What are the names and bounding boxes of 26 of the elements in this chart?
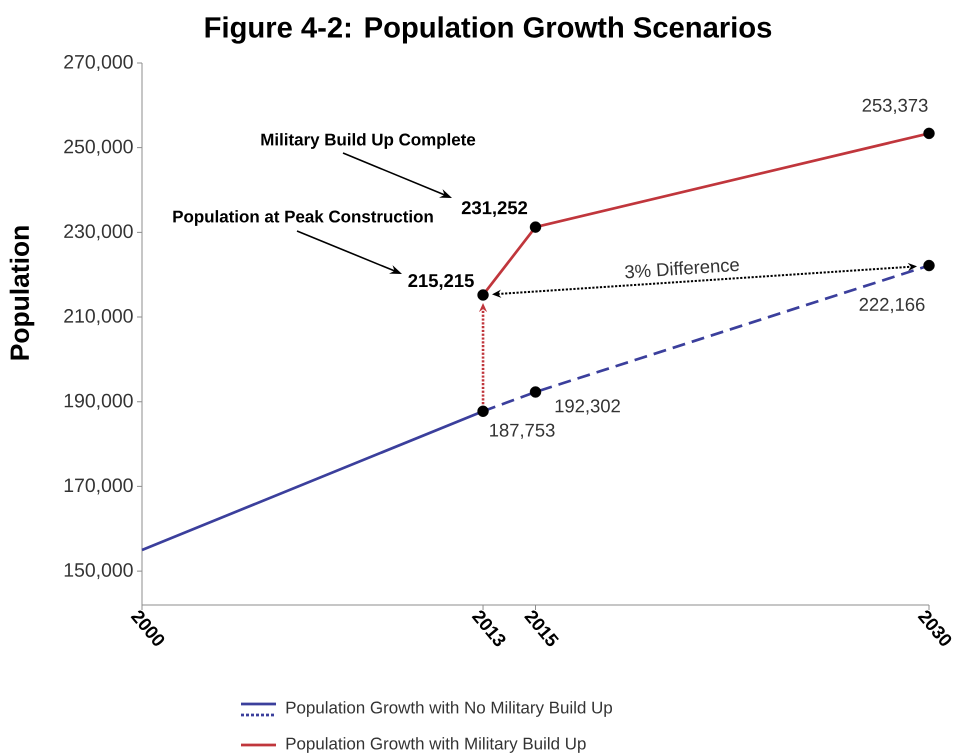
chart-title: Figure 4-2: Population Growth Scenarios — [206, 16, 772, 44]
data-label: 231,252 — [462, 201, 528, 217]
data-label: 222,166 — [860, 298, 924, 314]
data-label: 253,373 — [862, 98, 928, 114]
annotation: 3% Difference — [625, 261, 739, 278]
data-label: 187,753 — [490, 424, 555, 439]
annotation: Military Build Up Complete — [261, 133, 476, 149]
y-axis-title: Population — [10, 226, 34, 360]
y-tick-label: 270,000 — [64, 54, 133, 72]
point — [923, 260, 935, 272]
y-tick-label: 250,000 — [64, 140, 133, 156]
point — [477, 406, 489, 417]
y-tick-label: 190,000 — [64, 394, 133, 410]
point — [530, 386, 542, 398]
legend-label: Population Growth with No Military Build Up — [286, 701, 612, 717]
data-label: 215,215 — [408, 274, 474, 290]
y-tick-label: 150,000 — [64, 563, 133, 580]
annotation: Population at Peak Construction — [173, 210, 433, 226]
data-label: 192,302 — [556, 399, 620, 415]
y-tick-label: 210,000 — [64, 309, 133, 326]
y-tick-label: 170,000 — [64, 478, 133, 494]
legend-label: Population Growth with Military Build Up — [286, 737, 586, 753]
point — [923, 128, 935, 140]
point — [477, 289, 489, 301]
y-tick-label: 230,000 — [64, 224, 133, 240]
point — [530, 221, 542, 233]
